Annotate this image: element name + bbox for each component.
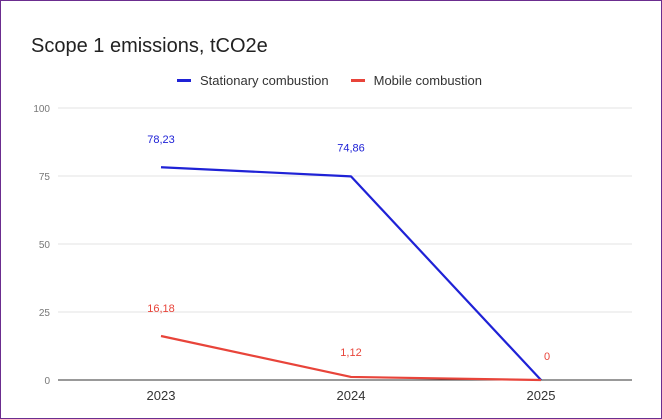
y-tick-label-50: 50 <box>39 240 51 251</box>
data-label-1-2: 0 <box>544 351 550 363</box>
data-label-1-1: 1,12 <box>340 347 361 359</box>
legend-label-stationary: Stationary combustion <box>200 73 329 88</box>
x-tick-label-2025: 2025 <box>527 388 556 403</box>
y-tick-label-0: 0 <box>44 376 50 387</box>
x-tick-label-2024: 2024 <box>337 388 366 403</box>
series-line-1 <box>160 334 542 382</box>
chart-legend: Stationary combustion Mobile combustion <box>177 73 482 88</box>
legend-item-mobile: Mobile combustion <box>350 73 483 88</box>
data-label-0-1: 74,86 <box>337 142 365 154</box>
data-label-0-0: 78,23 <box>147 134 175 146</box>
legend-item-stationary: Stationary combustion <box>177 73 329 88</box>
chart-title: Scope 1 emissions, tCO2e <box>31 35 268 57</box>
x-tick-label-2023: 2023 <box>147 388 176 403</box>
data-label-1-0: 16,18 <box>147 303 175 315</box>
legend-label-mobile: Mobile combustion <box>373 73 483 88</box>
legend-swatch-mobile <box>350 79 365 82</box>
y-tick-label-75: 75 <box>39 172 51 183</box>
y-tick-label-100: 100 <box>33 104 50 115</box>
series-line-0 <box>160 166 542 381</box>
y-tick-label-25: 25 <box>39 308 51 319</box>
legend-swatch-stationary <box>177 79 191 82</box>
